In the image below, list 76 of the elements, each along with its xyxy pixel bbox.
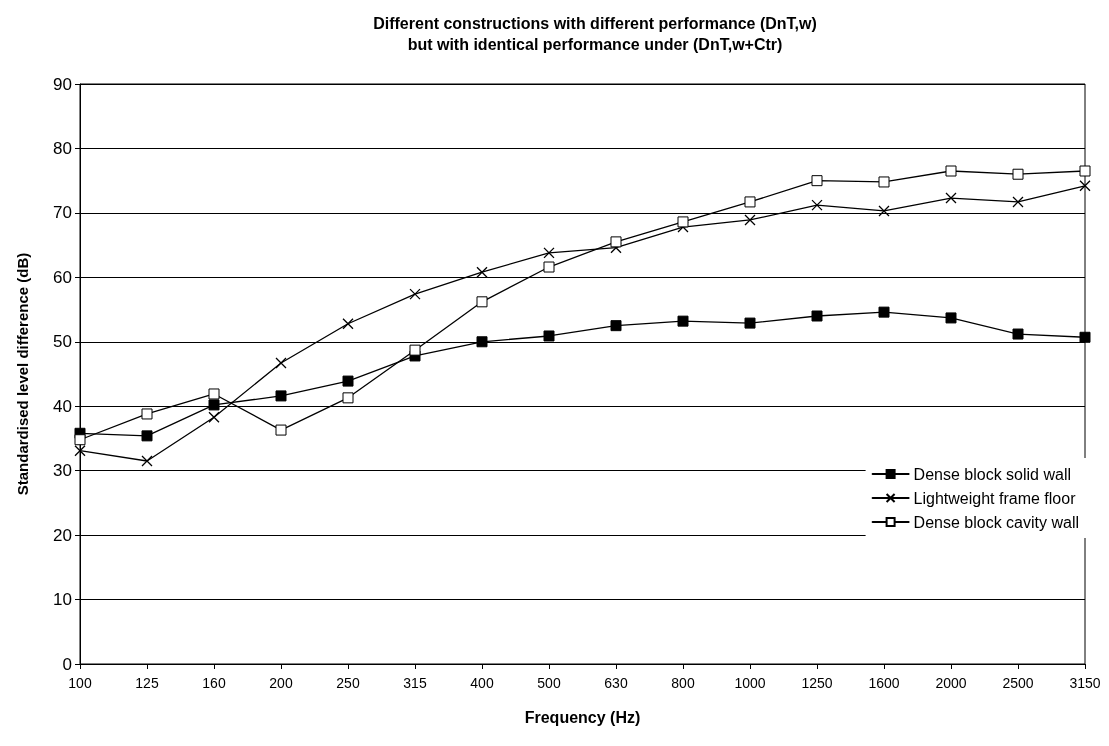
x-tick-label: 200	[269, 675, 293, 691]
point	[74, 445, 86, 457]
y-tick-label: 60	[53, 267, 72, 287]
x-tick-label: 100	[68, 675, 92, 691]
point	[1012, 196, 1024, 208]
y-tick-label: 80	[53, 138, 72, 158]
point	[208, 388, 220, 400]
point	[208, 399, 220, 411]
x-axis-title: Frequency (Hz)	[524, 708, 641, 726]
x-tick-label: 630	[604, 675, 628, 691]
x-tick-label: 1600	[868, 675, 900, 691]
point	[878, 176, 890, 188]
point	[342, 375, 354, 387]
y-axis-title: Standardised level difference (dB)	[14, 252, 31, 496]
point	[1012, 328, 1024, 340]
point	[141, 408, 153, 420]
x-tick-label: 160	[202, 675, 226, 691]
point	[945, 192, 957, 204]
point	[476, 296, 488, 308]
point	[945, 165, 957, 177]
point	[744, 317, 756, 329]
x-tick-label: 250	[336, 675, 360, 691]
legend-label: Dense block solid wall	[913, 465, 1072, 483]
point	[610, 320, 622, 332]
y-tick-label: 90	[53, 74, 72, 94]
x-tick-label: 400	[470, 675, 494, 691]
legend-label: Lightweight frame floor	[913, 489, 1077, 507]
x-tick-label: 1000	[734, 675, 766, 691]
point	[141, 430, 153, 442]
point	[1012, 168, 1024, 180]
y-tick-label: 30	[53, 461, 72, 481]
point	[141, 455, 153, 467]
x-tick-label: 500	[537, 675, 561, 691]
point	[208, 411, 220, 423]
point	[677, 315, 689, 327]
point	[1079, 331, 1091, 343]
point	[275, 357, 287, 369]
point	[811, 310, 823, 322]
point	[811, 199, 823, 211]
point	[811, 175, 823, 187]
point	[543, 330, 555, 342]
point	[1079, 180, 1091, 192]
point	[878, 205, 890, 217]
point	[543, 247, 555, 259]
point	[945, 312, 957, 324]
y-tick-label: 0	[62, 654, 72, 674]
point	[74, 434, 86, 446]
point	[610, 236, 622, 248]
x-tick-label: 125	[135, 675, 159, 691]
x-tick-label: 315	[403, 675, 427, 691]
x-tick-label: 3150	[1069, 675, 1101, 691]
x-tick-label: 2000	[935, 675, 967, 691]
point	[476, 266, 488, 278]
point	[744, 196, 756, 208]
point	[275, 424, 287, 436]
x-tick-label: 2500	[1002, 675, 1034, 691]
point	[275, 390, 287, 402]
legend-label: Dense block cavity wall	[913, 513, 1080, 531]
point	[409, 288, 421, 300]
point	[744, 214, 756, 226]
y-tick-label: 40	[53, 396, 72, 416]
point	[878, 306, 890, 318]
point	[342, 392, 354, 404]
x-tick-label: 1250	[801, 675, 833, 691]
point	[677, 216, 689, 228]
y-tick-label: 70	[53, 203, 72, 223]
x-tick-label: 800	[671, 675, 695, 691]
y-tick-label: 20	[53, 525, 72, 545]
chart-title: Different constructions with different performance (DnT,w) but with identical performance under (DnT,w+Ctr)	[373, 15, 817, 53]
point	[543, 261, 555, 273]
point	[1079, 165, 1091, 177]
point	[342, 318, 354, 330]
point	[409, 344, 421, 356]
y-tick-label: 10	[53, 590, 72, 610]
point	[476, 336, 488, 348]
y-tick-label: 50	[53, 332, 72, 352]
